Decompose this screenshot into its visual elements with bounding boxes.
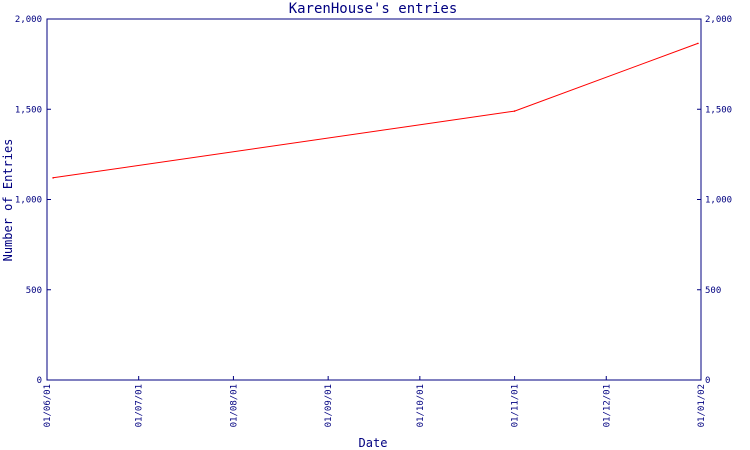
- chart-title: KarenHouse's entries: [289, 1, 458, 17]
- y-tick-label-right: 1,500: [705, 105, 732, 115]
- x-tick-label: 01/08/01: [229, 384, 239, 427]
- y-tick-label-right: 1,000: [705, 196, 732, 206]
- data-point: [513, 110, 516, 112]
- x-tick-label: 01/06/01: [43, 384, 53, 427]
- y-tick-label-left: 1,000: [15, 196, 42, 206]
- data-point: [697, 42, 699, 45]
- x-tick-label: 01/01/02: [697, 384, 707, 427]
- x-tick-label: 01/09/01: [324, 384, 334, 427]
- y-tick-label-left: 0: [37, 376, 42, 386]
- data-point: [52, 177, 54, 179]
- plot-frame: [46, 18, 702, 381]
- ticks-layer: 0 0 500 500 1,000 1,000 1,500 1,500 2,000 2,000 01…: [15, 15, 732, 427]
- series-layer: [52, 42, 699, 179]
- x-tick-label: 01/07/01: [135, 384, 145, 427]
- y-tick-label-right: 2,000: [705, 15, 732, 25]
- x-tick-label: 01/11/01: [511, 384, 521, 427]
- y-tick-label-left: 500: [26, 286, 42, 296]
- y-tick-label-left: 2,000: [15, 15, 42, 25]
- series-line: [53, 42, 699, 179]
- y-tick-label-right: 500: [705, 286, 721, 296]
- y-axis-title: Number of Entries: [1, 139, 15, 262]
- x-axis-title: Date: [359, 436, 388, 450]
- y-tick-label-left: 1,500: [15, 105, 42, 115]
- x-tick-label: 01/12/01: [602, 384, 612, 427]
- x-tick-label: 01/10/01: [416, 384, 426, 427]
- y-tick-label-right: 0: [705, 376, 710, 386]
